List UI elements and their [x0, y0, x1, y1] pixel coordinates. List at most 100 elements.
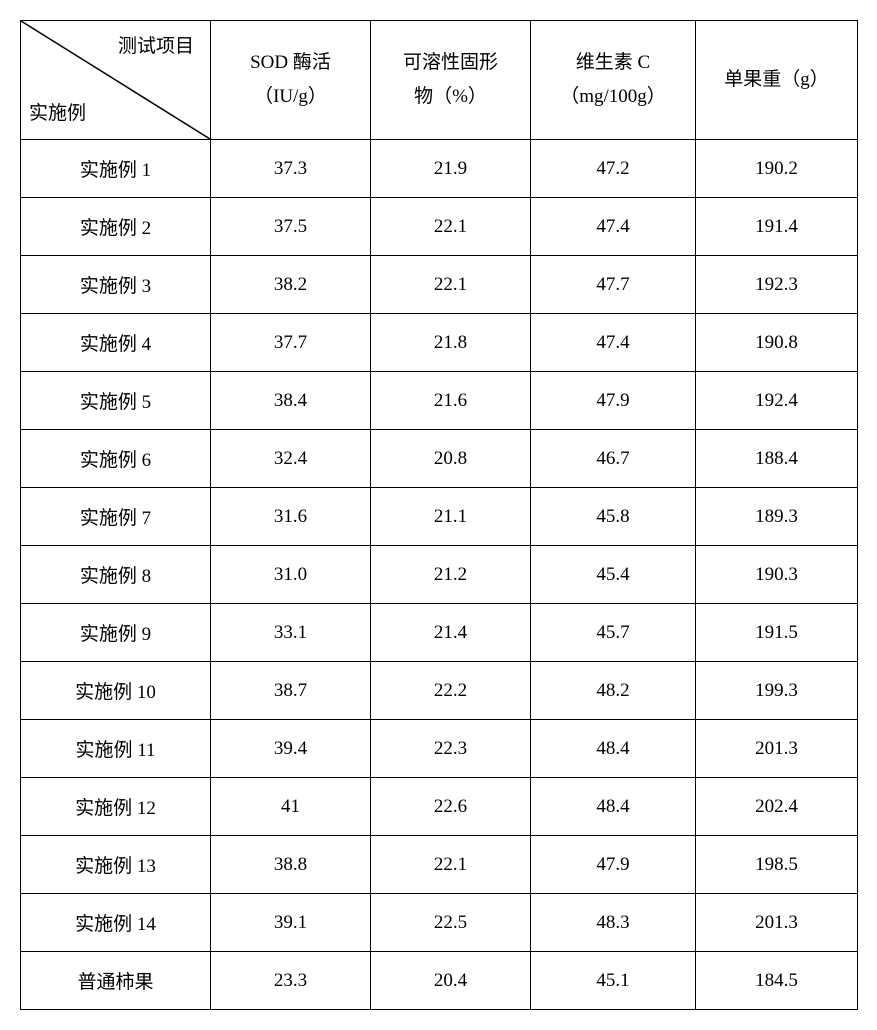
- data-table: 测试项目 实施例 SOD 酶活 （IU/g） 可溶性固形 物（%） 维生素 C …: [20, 20, 858, 1010]
- cell-value: 48.3: [531, 894, 696, 952]
- cell-value: 190.2: [696, 140, 858, 198]
- row-label: 实施例 3: [21, 256, 211, 314]
- cell-value: 33.1: [211, 604, 371, 662]
- cell-value: 201.3: [696, 720, 858, 778]
- cell-value: 45.1: [531, 952, 696, 1010]
- table-row: 实施例 338.222.147.7192.3: [21, 256, 858, 314]
- table-row: 实施例 831.021.245.4190.3: [21, 546, 858, 604]
- table-row: 实施例 538.421.647.9192.4: [21, 372, 858, 430]
- cell-value: 201.3: [696, 894, 858, 952]
- cell-value: 41: [211, 778, 371, 836]
- table-body: 实施例 137.321.947.2190.2实施例 237.522.147.41…: [21, 140, 858, 1010]
- cell-value: 48.4: [531, 720, 696, 778]
- cell-value: 45.7: [531, 604, 696, 662]
- col-header-line1: 可溶性固形: [403, 46, 498, 80]
- cell-value: 45.4: [531, 546, 696, 604]
- cell-value: 39.4: [211, 720, 371, 778]
- diagonal-top-label: 测试项目: [118, 31, 194, 58]
- col-header-line1: SOD 酶活: [250, 46, 331, 80]
- cell-value: 32.4: [211, 430, 371, 488]
- cell-value: 39.1: [211, 894, 371, 952]
- row-label: 实施例 5: [21, 372, 211, 430]
- cell-value: 22.1: [371, 198, 531, 256]
- row-label: 实施例 6: [21, 430, 211, 488]
- col-header-weight: 单果重（g）: [696, 21, 858, 140]
- cell-value: 31.0: [211, 546, 371, 604]
- cell-value: 47.9: [531, 836, 696, 894]
- diagonal-bottom-label: 实施例: [29, 98, 86, 125]
- table-row: 实施例 237.522.147.4191.4: [21, 198, 858, 256]
- row-label: 实施例 14: [21, 894, 211, 952]
- diagonal-header: 测试项目 实施例: [21, 21, 211, 140]
- cell-value: 37.3: [211, 140, 371, 198]
- cell-value: 184.5: [696, 952, 858, 1010]
- cell-value: 22.6: [371, 778, 531, 836]
- row-label: 实施例 8: [21, 546, 211, 604]
- cell-value: 21.9: [371, 140, 531, 198]
- cell-value: 188.4: [696, 430, 858, 488]
- table-row: 实施例 437.721.847.4190.8: [21, 314, 858, 372]
- col-header-line2: （mg/100g）: [560, 80, 666, 114]
- cell-value: 37.5: [211, 198, 371, 256]
- cell-value: 190.3: [696, 546, 858, 604]
- cell-value: 22.1: [371, 256, 531, 314]
- cell-value: 22.2: [371, 662, 531, 720]
- cell-value: 202.4: [696, 778, 858, 836]
- cell-value: 20.4: [371, 952, 531, 1010]
- col-header-solids: 可溶性固形 物（%）: [371, 21, 531, 140]
- table-row: 实施例 632.420.846.7188.4: [21, 430, 858, 488]
- cell-value: 22.1: [371, 836, 531, 894]
- row-label: 实施例 7: [21, 488, 211, 546]
- row-label: 实施例 2: [21, 198, 211, 256]
- cell-value: 198.5: [696, 836, 858, 894]
- col-header-line2: （IU/g）: [254, 80, 327, 114]
- cell-value: 21.4: [371, 604, 531, 662]
- col-header-line1: 单果重（g）: [724, 63, 829, 97]
- cell-value: 38.4: [211, 372, 371, 430]
- cell-value: 22.5: [371, 894, 531, 952]
- cell-value: 22.3: [371, 720, 531, 778]
- cell-value: 45.8: [531, 488, 696, 546]
- cell-value: 47.9: [531, 372, 696, 430]
- row-label: 实施例 11: [21, 720, 211, 778]
- row-label: 普通柿果: [21, 952, 211, 1010]
- row-label: 实施例 9: [21, 604, 211, 662]
- cell-value: 190.8: [696, 314, 858, 372]
- row-label: 实施例 1: [21, 140, 211, 198]
- table-row: 实施例 1038.722.248.2199.3: [21, 662, 858, 720]
- cell-value: 23.3: [211, 952, 371, 1010]
- cell-value: 46.7: [531, 430, 696, 488]
- cell-value: 47.2: [531, 140, 696, 198]
- table-row: 实施例 124122.648.4202.4: [21, 778, 858, 836]
- row-label: 实施例 10: [21, 662, 211, 720]
- row-label: 实施例 13: [21, 836, 211, 894]
- col-header-line1: 维生素 C: [576, 46, 650, 80]
- table-row: 实施例 933.121.445.7191.5: [21, 604, 858, 662]
- cell-value: 192.3: [696, 256, 858, 314]
- cell-value: 21.2: [371, 546, 531, 604]
- table-row: 实施例 1139.422.348.4201.3: [21, 720, 858, 778]
- table-row: 实施例 731.621.145.8189.3: [21, 488, 858, 546]
- col-header-line2: 物（%）: [414, 80, 487, 114]
- col-header-sod: SOD 酶活 （IU/g）: [211, 21, 371, 140]
- table-row: 普通柿果23.320.445.1184.5: [21, 952, 858, 1010]
- cell-value: 38.7: [211, 662, 371, 720]
- cell-value: 47.7: [531, 256, 696, 314]
- cell-value: 191.4: [696, 198, 858, 256]
- cell-value: 199.3: [696, 662, 858, 720]
- cell-value: 192.4: [696, 372, 858, 430]
- cell-value: 189.3: [696, 488, 858, 546]
- cell-value: 20.8: [371, 430, 531, 488]
- cell-value: 21.1: [371, 488, 531, 546]
- cell-value: 21.6: [371, 372, 531, 430]
- cell-value: 38.8: [211, 836, 371, 894]
- cell-value: 48.2: [531, 662, 696, 720]
- col-header-vitc: 维生素 C （mg/100g）: [531, 21, 696, 140]
- header-row: 测试项目 实施例 SOD 酶活 （IU/g） 可溶性固形 物（%） 维生素 C …: [21, 21, 858, 140]
- cell-value: 47.4: [531, 314, 696, 372]
- row-label: 实施例 4: [21, 314, 211, 372]
- cell-value: 21.8: [371, 314, 531, 372]
- table-row: 实施例 1338.822.147.9198.5: [21, 836, 858, 894]
- row-label: 实施例 12: [21, 778, 211, 836]
- cell-value: 47.4: [531, 198, 696, 256]
